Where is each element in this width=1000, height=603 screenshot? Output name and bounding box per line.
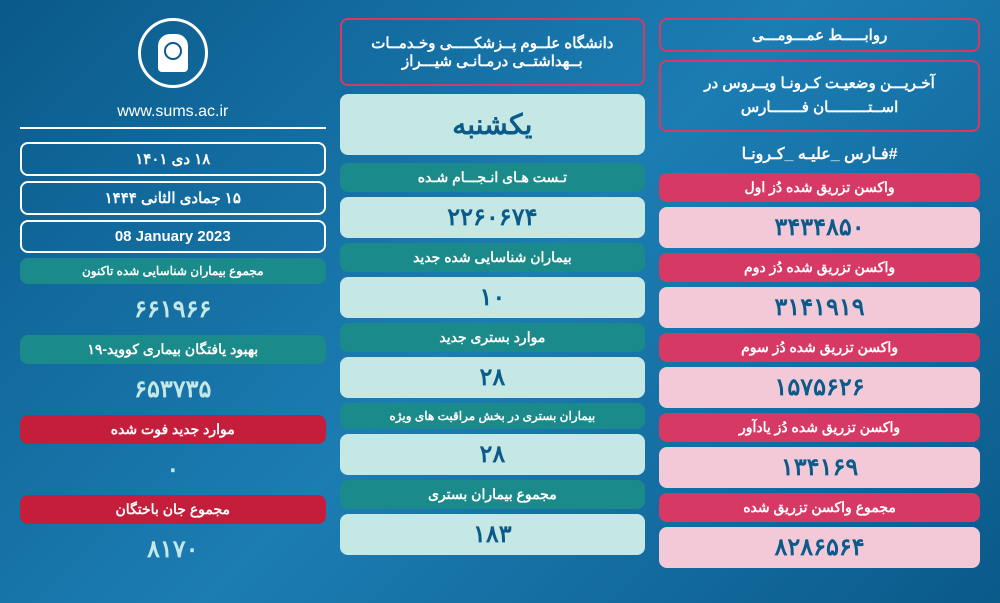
new-hosp-value: ۲۸ [340,357,646,398]
dose2-value: ۳۱۴۱۹۱۹ [659,287,980,328]
total-vaccine-value: ۸۲۸۶۵۶۴ [659,527,980,568]
tests-label: تـست هـای انـجـــام شـده [340,163,646,192]
right-column: روابـــــط عمـــومـــی آخـریـــن وضعیـت … [659,18,980,585]
total-deaths-value: ۸۱۷۰ [20,529,326,570]
header-university: دانشگاه علــوم پــزشکـــــی وخـدمــات بـ… [340,18,646,86]
header-status: آخـریـــن وضعیـت کـرونـا ویــروس در اســ… [659,60,980,132]
dose3-label: واکسن تزریق شده دُز سوم [659,333,980,362]
dose3-value: ۱۵۷۵۶۲۶ [659,367,980,408]
new-cases-value: ۱۰ [340,277,646,318]
total-vaccine-label: مجموع واکسن تزریق شده [659,493,980,522]
total-cases-value: ۶۶۱۹۶۶ [20,289,326,330]
total-cases-label: مجموع بیماران شناسایی شده تاکنون [20,258,326,284]
new-deaths-label: موارد جدید فوت شده [20,415,326,444]
new-hosp-label: موارد بستری جدید [340,323,646,352]
booster-value: ۱۳۴۱۶۹ [659,447,980,488]
total-deaths-label: مجموع جان باختگان [20,495,326,524]
day-title: یکشنبه [340,94,646,155]
dashboard: روابـــــط عمـــومـــی آخـریـــن وضعیـت … [0,0,1000,603]
icu-value: ۲۸ [340,434,646,475]
date-persian: ۱۸ دی ۱۴۰۱ [20,142,326,176]
logo-area [20,18,326,92]
total-hosp-value: ۱۸۳ [340,514,646,555]
left-column: www.sums.ac.ir ۱۸ دی ۱۴۰۱ ۱۵ جمادی الثان… [20,18,326,585]
dose1-value: ۳۴۳۴۸۵۰ [659,207,980,248]
date-hijri: ۱۵ جمادی الثانی ۱۴۴۴ [20,181,326,215]
logo-icon [138,18,208,88]
new-cases-label: بیماران شناسایی شده جدید [340,243,646,272]
new-deaths-value: ۰ [20,449,326,490]
total-hosp-label: مجموع بیماران بستری [340,480,646,509]
dose1-label: واکسن تزریق شده دُز اول [659,173,980,202]
header-public-relations: روابـــــط عمـــومـــی [659,18,980,52]
icu-label: بیماران بستری در بخش مراقبت های ویژه [340,403,646,429]
booster-label: واکسن تزریق شده دُز یادآور [659,413,980,442]
recovered-label: بهبود یافتگان بیماری کووید-۱۹ [20,335,326,364]
hashtag: #فـارس _علیـه _کـرونـا [659,140,980,168]
middle-column: دانشگاه علــوم پــزشکـــــی وخـدمــات بـ… [340,18,646,585]
dose2-label: واکسن تزریق شده دُز دوم [659,253,980,282]
website-url: www.sums.ac.ir [20,103,326,129]
date-gregorian: 08 January 2023 [20,220,326,253]
recovered-value: ۶۵۳۷۳۵ [20,369,326,410]
tests-value: ۲۲۶۰۶۷۴ [340,197,646,238]
